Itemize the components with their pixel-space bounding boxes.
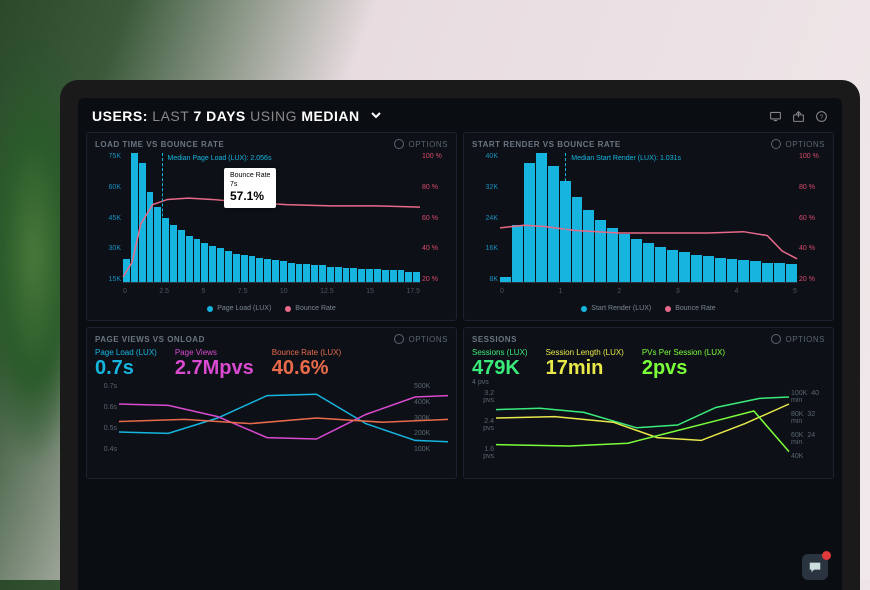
laptop-frame: USERS: LAST 7 DAYS USING MEDIAN ? LOAD T… xyxy=(60,80,860,590)
chevron-down-icon[interactable] xyxy=(370,108,382,124)
median-marker xyxy=(565,153,566,282)
metric-row: Page Load (LUX)0.7sPage Views2.7MpvsBoun… xyxy=(95,348,448,379)
panel-page-views-vs-onload: PAGE VIEWS VS ONLOAD OPTIONS Page Load (… xyxy=(86,327,457,479)
median-label: Median Start Render (LUX): 1.031s xyxy=(571,155,681,162)
dashboard-screen: USERS: LAST 7 DAYS USING MEDIAN ? LOAD T… xyxy=(78,98,842,590)
help-icon[interactable]: ? xyxy=(815,110,828,123)
options-button[interactable]: OPTIONS xyxy=(771,334,825,344)
y-axis-left: 3.2 pvs2.4 pvs1.6 pvs xyxy=(472,390,494,460)
chart-lines xyxy=(496,390,789,460)
panel-grid: LOAD TIME VS BOUNCE RATE OPTIONS 75K60K4… xyxy=(78,132,842,479)
panel-title: START RENDER VS BOUNCE RATE xyxy=(472,140,621,149)
tooltip-value: 57.1% xyxy=(230,189,270,203)
panel-title: SESSIONS xyxy=(472,335,517,344)
chart-plot[interactable]: Median Start Render (LUX): 1.031s xyxy=(500,153,797,283)
panel-load-time-vs-bounce: LOAD TIME VS BOUNCE RATE OPTIONS 75K60K4… xyxy=(86,132,457,321)
y-axis-right: 100K 40 min80K 32 min60K 24 min40K xyxy=(791,390,825,460)
chart-legend: Page Load (LUX)Bounce Rate xyxy=(95,305,448,312)
options-button[interactable]: OPTIONS xyxy=(394,334,448,344)
bounce-line xyxy=(500,153,797,282)
median-label: Median Page Load (LUX): 2.056s xyxy=(168,155,272,162)
title-last: LAST xyxy=(152,108,189,124)
y-axis-right: 100 %80 %60 %40 %20 % xyxy=(799,153,825,283)
title-aggregate: MEDIAN xyxy=(301,108,359,124)
chart-start-render: 40K32K24K16K8K 100 %80 %60 %40 %20 % Med… xyxy=(472,153,825,303)
chart-plot[interactable]: Median Page Load (LUX): 2.056s Bounce Ra… xyxy=(123,153,420,283)
monitor-icon[interactable] xyxy=(769,110,782,123)
share-icon[interactable] xyxy=(792,110,805,123)
y-axis-left: 40K32K24K16K8K xyxy=(472,153,498,283)
x-axis: 02.557.51012.51517.5 xyxy=(123,288,420,295)
options-button[interactable]: OPTIONS xyxy=(771,139,825,149)
metric-row: Sessions (LUX)479K4 pvsSession Length (L… xyxy=(472,348,825,386)
page-title[interactable]: USERS: LAST 7 DAYS USING MEDIAN xyxy=(92,108,382,124)
svg-text:?: ? xyxy=(820,113,824,120)
chart-lines xyxy=(119,383,448,453)
chart-legend: Start Render (LUX)Bounce Rate xyxy=(472,305,825,312)
tooltip-line1: Bounce Rate xyxy=(230,172,270,180)
options-button[interactable]: OPTIONS xyxy=(394,139,448,149)
chat-button[interactable] xyxy=(802,554,828,580)
panel-title: PAGE VIEWS VS ONLOAD xyxy=(95,335,205,344)
panel-title: LOAD TIME VS BOUNCE RATE xyxy=(95,140,224,149)
panel-sessions: SESSIONS OPTIONS Sessions (LUX)479K4 pvs… xyxy=(463,327,834,479)
chart-load-time: 75K60K45K30K15K 100 %80 %60 %40 %20 % Me… xyxy=(95,153,448,303)
title-prefix: USERS: xyxy=(92,108,148,124)
y-axis-left: 75K60K45K30K15K xyxy=(95,153,121,283)
median-marker xyxy=(162,153,163,282)
chat-icon xyxy=(808,560,822,574)
chart-plot[interactable] xyxy=(496,390,789,460)
y-axis-right: 100 %80 %60 %40 %20 % xyxy=(422,153,448,283)
chart-tooltip: Bounce Rate 7s 57.1% xyxy=(224,168,276,207)
panel-start-render-vs-bounce: START RENDER VS BOUNCE RATE OPTIONS 40K3… xyxy=(463,132,834,321)
x-axis: 012345 xyxy=(500,288,797,295)
chart-plot[interactable] xyxy=(119,383,448,453)
title-range: 7 DAYS xyxy=(193,108,245,124)
chart-sessions: 3.2 pvs2.4 pvs1.6 pvs 100K 40 min80K 32 … xyxy=(472,390,825,470)
title-using: USING xyxy=(250,108,297,124)
tooltip-line2: 7s xyxy=(230,181,270,189)
chart-page-views: 0.7s0.6s0.5s0.4s 500K400K300K200K100K xyxy=(95,383,448,463)
dashboard-header: USERS: LAST 7 DAYS USING MEDIAN ? xyxy=(78,98,842,132)
y-axis-left: 0.7s0.6s0.5s0.4s xyxy=(95,383,117,453)
